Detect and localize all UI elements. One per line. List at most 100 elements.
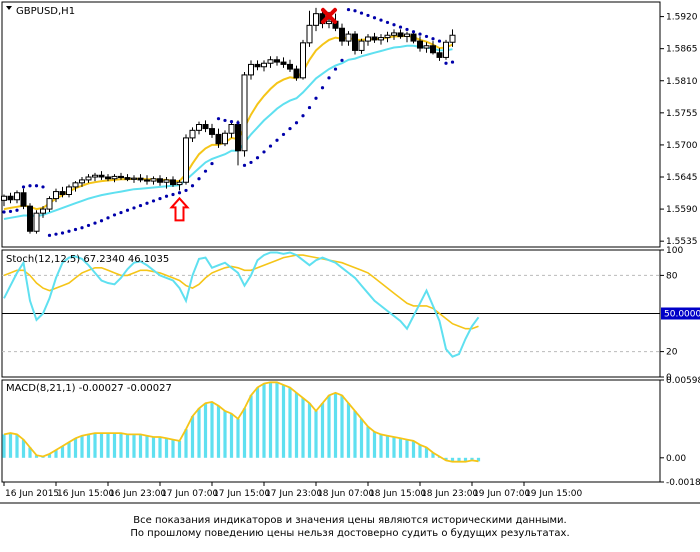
- candle-body: [313, 13, 319, 26]
- candle-body: [306, 24, 313, 44]
- macd-bar: [366, 426, 370, 458]
- candle: [261, 60, 267, 72]
- macd-bar: [73, 438, 78, 458]
- candle: [254, 60, 261, 71]
- candle: [228, 121, 235, 138]
- dropdown-triangle-icon[interactable]: [6, 6, 12, 10]
- psar-dot: [398, 25, 403, 29]
- candle: [391, 29, 397, 40]
- psar-dot: [132, 206, 136, 210]
- macd-bar: [8, 433, 13, 458]
- candle: [267, 56, 274, 68]
- candle-body: [157, 178, 163, 183]
- symbol-label: GBPUSD,H1: [16, 6, 75, 17]
- psar-dot: [99, 219, 104, 223]
- psar-dot: [418, 32, 422, 36]
- candle-body: [254, 63, 261, 68]
- macd-bar: [418, 444, 422, 458]
- candle-body: [40, 208, 46, 214]
- candle: [293, 65, 300, 81]
- candle-body: [339, 27, 345, 42]
- candle-body: [176, 181, 183, 186]
- macd-bar: [301, 397, 305, 458]
- candle: [248, 60, 254, 80]
- candle: [209, 123, 215, 138]
- stoch-signal-line: [3, 254, 479, 330]
- macd-bar: [314, 410, 318, 458]
- candle-body: [287, 63, 293, 70]
- psar-dot: [93, 221, 97, 225]
- macd-bar: [216, 405, 221, 458]
- candle-body: [7, 195, 14, 201]
- time-tick-label: 18 Jun 15:00: [369, 489, 426, 499]
- psar-dot: [431, 37, 435, 41]
- price-tick-label: 1.5590: [666, 205, 698, 215]
- psar-dot: [47, 233, 52, 237]
- psar-dot: [125, 208, 130, 212]
- time-tick-label: 18 Jun 23:00: [421, 489, 478, 499]
- panel-frame-2: [1, 379, 661, 483]
- macd-bar: [307, 403, 312, 458]
- candle-body: [183, 137, 189, 183]
- candle-body: [228, 124, 235, 134]
- psar-dot: [34, 184, 39, 188]
- macd-bar: [28, 447, 32, 458]
- candle: [222, 130, 228, 147]
- macd-bar: [190, 416, 195, 458]
- macd-bar: [288, 387, 292, 458]
- psar-dot: [210, 161, 214, 166]
- psar-dot: [333, 67, 338, 71]
- psar-dot: [80, 226, 84, 230]
- stoch-tick-label: 20: [666, 348, 678, 358]
- time-tick-label: 17 Jun 07:00: [161, 489, 218, 499]
- psar-dot: [236, 121, 240, 125]
- psar-dot: [229, 119, 234, 124]
- psar-dot: [171, 192, 175, 197]
- psar-dot: [158, 196, 162, 201]
- psar-dot: [67, 229, 71, 233]
- candle-body: [189, 129, 196, 139]
- psar-dot: [145, 201, 149, 205]
- candle: [137, 174, 144, 183]
- macd-bar: [67, 442, 71, 458]
- stoch-tick-label: 80: [666, 271, 678, 281]
- psar-dot: [372, 16, 377, 20]
- macd-bar: [60, 446, 65, 458]
- psar-dot: [262, 150, 266, 154]
- stochastic-axis: 100 80 20 0 50.0000: [2, 246, 700, 383]
- macd-bar: [327, 395, 331, 458]
- candle: [7, 192, 14, 204]
- macd-bar: [379, 434, 383, 458]
- price-tick-label: 1.5920: [666, 13, 698, 23]
- macd-axis: 0.00598 0.00 -0.00186: [660, 376, 700, 488]
- candle: [196, 121, 202, 135]
- candle: [449, 29, 456, 47]
- candle: [170, 176, 176, 187]
- candle-body: [280, 61, 287, 65]
- psar-dot: [288, 126, 292, 131]
- candle: [189, 127, 196, 142]
- candle-body: [267, 59, 274, 64]
- psar-dot: [119, 210, 123, 215]
- macd-bar: [177, 440, 182, 458]
- candle-body: [241, 74, 248, 152]
- psar-dot: [73, 227, 78, 232]
- macd-bar: [385, 435, 390, 458]
- candle: [345, 31, 352, 46]
- psar-dot: [275, 138, 279, 142]
- candle-body: [417, 40, 423, 49]
- macd-bar: [346, 403, 351, 458]
- candle: [163, 177, 170, 189]
- macd-bar: [210, 401, 214, 458]
- price-tick-label: 1.5700: [666, 141, 698, 151]
- candle: [105, 174, 111, 182]
- candle: [417, 36, 423, 52]
- candle: [430, 41, 436, 55]
- candle-body: [235, 124, 241, 152]
- candlesticks: [1, 7, 456, 234]
- psar-dot: [450, 60, 455, 64]
- candle: [183, 134, 189, 185]
- macd-bar: [444, 457, 448, 461]
- psar-dot: [353, 9, 357, 13]
- psar-dot: [320, 86, 325, 90]
